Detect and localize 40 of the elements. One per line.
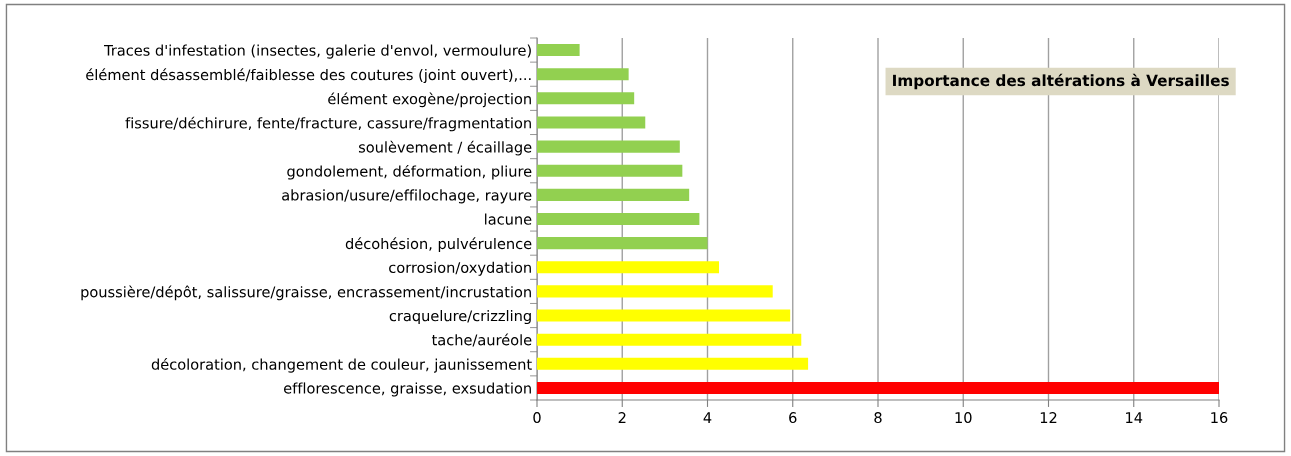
bar (537, 237, 708, 250)
bar (537, 309, 791, 322)
bar (537, 68, 629, 81)
bar (537, 261, 720, 274)
y-tick-label: abrasion/usure/effilochage, rayure (282, 189, 532, 204)
text: Importance des altérations à Versailles (893, 73, 1229, 90)
bar (537, 164, 683, 177)
bar (537, 381, 1219, 394)
y-tick-label: décoloration, changement de couleur, jaunissement (151, 357, 532, 373)
x-tick-label: 14 (1126, 412, 1143, 423)
y-tick-label: corrosion/oxydation (389, 261, 531, 276)
y-tick-label: lacune (485, 213, 532, 225)
y-tick-label: efflorescence, graisse, exsudation (284, 382, 531, 397)
x-tick-label: 6 (789, 412, 797, 424)
y-tick-label: décohésion, pulvérulence (345, 237, 532, 252)
y-tick-label: fissure/déchirure, fente/fracture, cassure/fragmentation (125, 116, 531, 132)
y-tick-label: tache/auréole (431, 333, 532, 347)
y-tick-label: poussière/dépôt, salissure/graisse, encrassement/incrustation (81, 285, 531, 301)
bar (537, 44, 580, 57)
y-tick-label: soulèvement / écaillage (358, 140, 532, 156)
bar (537, 285, 773, 298)
y-tick-label: Traces d'infestation (insectes, galerie d'envol, vermoulure) (104, 44, 531, 59)
x-tick-label: 0 (533, 412, 541, 424)
x-tick-label: 10 (955, 412, 972, 424)
bar (537, 357, 809, 370)
y-tick-label: élément exogène/projection (328, 92, 531, 108)
bar (537, 212, 700, 226)
y-tick-label: craquelure/crizzling (389, 309, 531, 325)
x-tick-label: 8 (874, 412, 882, 424)
y-tick-label: élément désassemblé/faiblesse des coutures (joint ouvert),... (86, 68, 531, 84)
bar (537, 116, 646, 129)
bar (537, 333, 802, 346)
y-tick-label: gondolement, déformation, pliure (287, 164, 532, 180)
bar (537, 140, 680, 153)
bar (537, 92, 635, 105)
x-tick-label: 16 (1211, 412, 1228, 424)
x-tick-label: 2 (618, 412, 626, 423)
x-tick-label: 4 (703, 412, 712, 423)
x-tick-label: 12 (1040, 412, 1057, 423)
bar (537, 188, 690, 201)
